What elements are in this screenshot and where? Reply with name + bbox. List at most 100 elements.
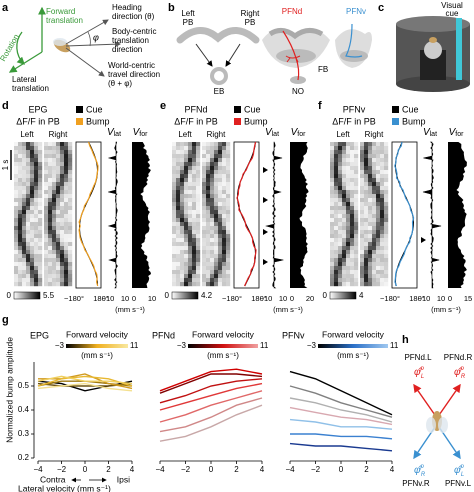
heatmap-cell <box>330 150 335 155</box>
heatmap-cell <box>44 274 49 279</box>
heatmap-cell <box>30 230 35 235</box>
heatmap-cell <box>364 226 369 231</box>
heatmap-cell <box>30 206 35 211</box>
heatmap-cell <box>372 270 377 275</box>
heatmap-cell <box>226 250 231 255</box>
colorbar-label: 0 <box>7 291 12 300</box>
heatmap-cell <box>188 158 193 163</box>
subscript: L <box>461 472 464 478</box>
heatmap-cell <box>176 182 181 187</box>
heatmap-cell <box>364 162 369 167</box>
series-line <box>289 406 393 426</box>
heatmap-cell <box>14 230 19 235</box>
heatmap-cell <box>214 170 219 175</box>
heatmap-cell <box>346 278 351 283</box>
heatmap-cell <box>18 162 23 167</box>
cue-trace <box>236 141 257 287</box>
heatmap-cell <box>202 250 207 255</box>
heatmap-cell <box>68 254 73 259</box>
heatmap-cell <box>68 214 73 219</box>
heatmap-cell <box>14 178 19 183</box>
heatmap-cell <box>38 166 43 171</box>
heatmap-cell <box>342 202 347 207</box>
heatmap-cell <box>176 226 181 231</box>
heatmap-cell <box>372 254 377 259</box>
heatmap-cell <box>180 258 185 263</box>
x-tick-label: 4 <box>130 465 135 474</box>
heatmap-cell <box>218 162 223 167</box>
heatmap-cell <box>188 210 193 215</box>
heatmap-cell <box>38 154 43 159</box>
heatmap-cell <box>368 218 373 223</box>
heatmap-cell <box>30 274 35 279</box>
heatmap-cell <box>34 150 39 155</box>
heatmap-cell <box>14 266 19 271</box>
heatmap-cell <box>30 250 35 255</box>
heatmap-cell <box>364 178 369 183</box>
heatmap-cell <box>180 174 185 179</box>
heatmap-cell <box>64 194 69 199</box>
heatmap-cell <box>176 206 181 211</box>
heatmap-cell <box>368 230 373 235</box>
heatmap-cell <box>196 270 201 275</box>
heatmap-cell <box>196 230 201 235</box>
heatmap-cell <box>184 186 189 191</box>
heatmap-cell <box>338 162 343 167</box>
heatmap-cell <box>26 258 31 263</box>
x-tick-label: −4 <box>33 465 43 474</box>
heatmap-cell <box>172 190 177 195</box>
heatmap-cell <box>214 182 219 187</box>
heatmap-cell <box>26 150 31 155</box>
heatmap-cell <box>172 278 177 283</box>
heatmap-cell <box>206 270 211 275</box>
heatmap-cell <box>334 198 339 203</box>
heatmap-cell <box>60 150 65 155</box>
heatmap-cell <box>172 230 177 235</box>
heatmap-cell <box>196 154 201 159</box>
heatmap-cell <box>52 178 57 183</box>
heatmap-cell <box>214 242 219 247</box>
heatmap-cell <box>56 262 61 267</box>
colorbar-label: 5.5 <box>43 291 55 300</box>
heatmap-cell <box>384 258 389 263</box>
heatmap-cell <box>18 238 23 243</box>
heatmap-cell <box>350 166 355 171</box>
heatmap-cell <box>188 162 193 167</box>
heatmap-cell <box>354 250 359 255</box>
heatmap-cell <box>48 262 53 267</box>
heatmap-cell <box>214 270 219 275</box>
heatmap-cell <box>68 182 73 187</box>
heatmap-cell <box>226 206 231 211</box>
heatmap-cell <box>210 254 215 259</box>
heatmap-cell <box>330 250 335 255</box>
heatmap-cell <box>64 174 69 179</box>
heatmap-cell <box>338 282 343 287</box>
heatmap-cell <box>334 162 339 167</box>
heatmap-cell <box>226 274 231 279</box>
heatmap-cell <box>364 186 369 191</box>
heatmap-cell <box>214 162 219 167</box>
heatmap-cell <box>22 238 27 243</box>
heatmap-cell <box>372 214 377 219</box>
heatmap-cell <box>48 226 53 231</box>
heatmap-cell <box>346 258 351 263</box>
heatmap-cell <box>372 222 377 227</box>
heatmap-cell <box>180 154 185 159</box>
fb-shape <box>276 49 316 63</box>
heatmap-cell <box>360 198 365 203</box>
heatmap-cell <box>184 226 189 231</box>
heatmap-cell <box>60 270 65 275</box>
heatmap-cell <box>360 190 365 195</box>
heatmap-cell <box>350 174 355 179</box>
event-arrowhead <box>421 237 426 243</box>
heatmap-cell <box>30 222 35 227</box>
subscript: R <box>421 472 426 478</box>
heatmap-cell <box>60 214 65 219</box>
heatmap-cell <box>210 214 215 219</box>
heatmap-cell <box>360 158 365 163</box>
heatmap-cell <box>52 258 57 263</box>
heatmap-cell <box>354 194 359 199</box>
heatmap-cell <box>192 202 197 207</box>
heatmap-cell <box>222 278 227 283</box>
heatmap-cell <box>180 246 185 251</box>
